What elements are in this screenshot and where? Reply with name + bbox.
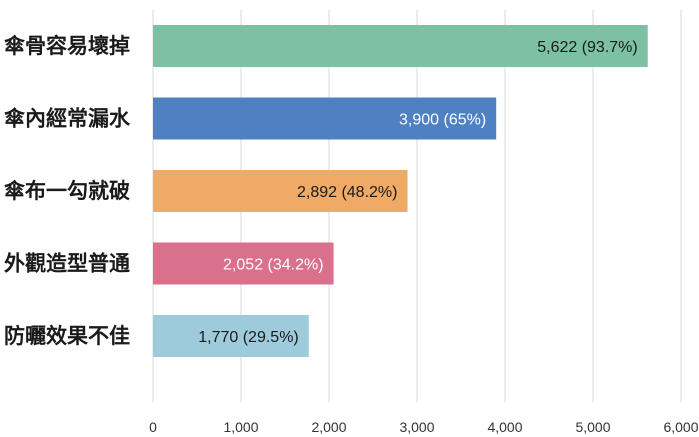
bar: [153, 170, 408, 212]
x-tick-label: 2,000: [311, 419, 346, 435]
bar: [153, 315, 309, 357]
x-axis-ticks: 0 1,000 2,000 3,000 4,000 5,000 6,000: [149, 419, 699, 435]
category-label: 傘布一勾就破: [4, 179, 130, 203]
x-tick-label: 6,000: [663, 419, 698, 435]
x-tick-label: 5,000: [575, 419, 610, 435]
x-tick-label: 3,000: [399, 419, 434, 435]
x-tick-label: 4,000: [487, 419, 522, 435]
bars: [153, 25, 648, 357]
data-label: 5,622 (93.7%): [537, 39, 638, 56]
data-label: 3,900 (65%): [399, 112, 486, 129]
x-tick-label: 0: [149, 419, 157, 435]
category-label: 防曬效果不佳: [4, 324, 130, 348]
bar: [153, 25, 648, 67]
category-label: 傘內經常漏水: [4, 107, 131, 131]
data-label: 1,770 (29.5%): [198, 329, 299, 346]
data-label: 2,892 (48.2%): [297, 184, 398, 201]
bar: [153, 97, 497, 140]
category-label: 外觀造型普通: [4, 252, 130, 276]
data-labels: 5,622 (93.7%) 3,900 (65%) 2,892 (48.2%) 2,0…: [198, 39, 637, 346]
data-label: 2,052 (34.2%): [223, 257, 324, 274]
x-tick-label: 1,000: [223, 419, 258, 435]
category-label: 傘骨容易壞掉: [4, 34, 130, 58]
bar: [153, 242, 334, 285]
